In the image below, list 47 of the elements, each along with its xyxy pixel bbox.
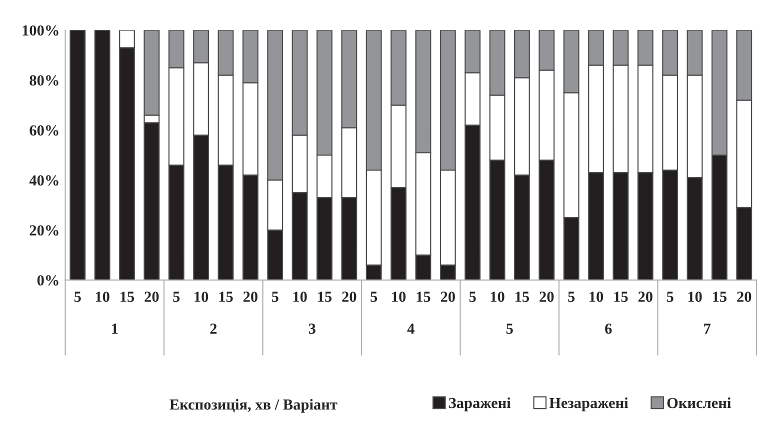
x-tick-label: 10	[194, 292, 208, 302]
x-tick-label: 10	[293, 292, 307, 302]
x-tick-label: 10	[490, 292, 504, 302]
text: 2	[210, 324, 217, 334]
text: 1	[112, 324, 118, 334]
y-tick-label: 20%	[30, 225, 58, 236]
x-tick-label: 15	[120, 292, 134, 302]
x-tick-label: 15	[516, 292, 530, 302]
x-tick-label: 5	[370, 292, 378, 302]
legend-label: Окислені	[667, 397, 731, 408]
x-tick-label: 20	[243, 292, 258, 302]
x-tick-label: 5	[666, 292, 674, 302]
y-tick-label: 40%	[29, 175, 58, 186]
x-tick-label: 20	[638, 292, 652, 302]
x-tick-label: 15	[416, 292, 430, 302]
x-tick-label: 15	[219, 292, 233, 302]
x-tick-label: 5	[173, 292, 180, 302]
x-tick-label: 10	[392, 292, 406, 302]
text: Експозиція, хв / Варіант	[170, 398, 338, 413]
text: 4	[407, 324, 414, 334]
x-tick-label: 15	[318, 292, 332, 302]
x-tick-label: 10	[96, 292, 110, 302]
text: 7	[704, 324, 711, 334]
x-tick-label: 15	[713, 292, 727, 302]
y-tick-label: 100%	[22, 25, 58, 36]
x-tick-label: 20	[342, 292, 356, 302]
x-tick-label: 20	[144, 292, 159, 302]
legend-label: Заражені	[449, 397, 511, 412]
x-tick-label: 10	[688, 292, 702, 302]
x-tick-label: 20	[540, 292, 554, 302]
legend-label: Незаражені	[549, 397, 628, 412]
text: 5	[506, 324, 513, 334]
x-tick-label: 15	[614, 292, 628, 302]
text: 3	[308, 324, 316, 334]
x-tick-label: 5	[74, 292, 81, 302]
y-tick-label: 80%	[30, 75, 58, 86]
x-tick-label: 10	[590, 292, 604, 302]
text: 6	[605, 324, 612, 334]
x-tick-label: 5	[272, 292, 278, 302]
x-tick-label: 20	[440, 292, 455, 302]
bar	[70, 30, 86, 280]
bar	[94, 30, 110, 280]
y-tick-label: 0%	[37, 275, 58, 286]
x-tick-label: 5	[568, 292, 575, 302]
x-tick-label: 20	[737, 292, 752, 302]
y-tick-label: 60%	[30, 125, 58, 136]
x-tick-label: 5	[469, 292, 476, 302]
